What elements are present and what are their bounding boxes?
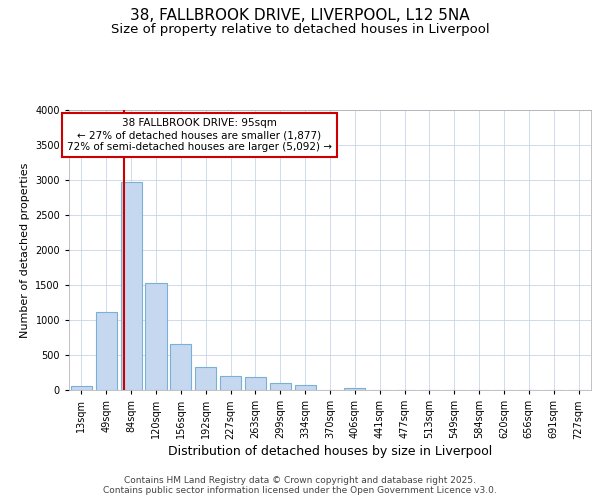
Bar: [270, 383, 291, 390]
Text: 38 FALLBROOK DRIVE: 95sqm
← 27% of detached houses are smaller (1,877)
72% of se: 38 FALLBROOK DRIVE: 95sqm ← 27% of detac…: [67, 118, 332, 152]
Bar: [195, 367, 216, 390]
Bar: [121, 182, 142, 390]
Y-axis label: Number of detached properties: Number of detached properties: [20, 162, 29, 338]
Text: 38, FALLBROOK DRIVE, LIVERPOOL, L12 5NA: 38, FALLBROOK DRIVE, LIVERPOOL, L12 5NA: [130, 8, 470, 22]
Bar: [170, 344, 191, 390]
X-axis label: Distribution of detached houses by size in Liverpool: Distribution of detached houses by size …: [168, 446, 492, 458]
Bar: [344, 388, 365, 390]
Bar: [145, 283, 167, 390]
Bar: [245, 377, 266, 390]
Bar: [96, 312, 117, 390]
Bar: [71, 386, 92, 390]
Bar: [220, 376, 241, 390]
Text: Contains HM Land Registry data © Crown copyright and database right 2025.
Contai: Contains HM Land Registry data © Crown c…: [103, 476, 497, 495]
Bar: [295, 385, 316, 390]
Text: Size of property relative to detached houses in Liverpool: Size of property relative to detached ho…: [110, 22, 490, 36]
